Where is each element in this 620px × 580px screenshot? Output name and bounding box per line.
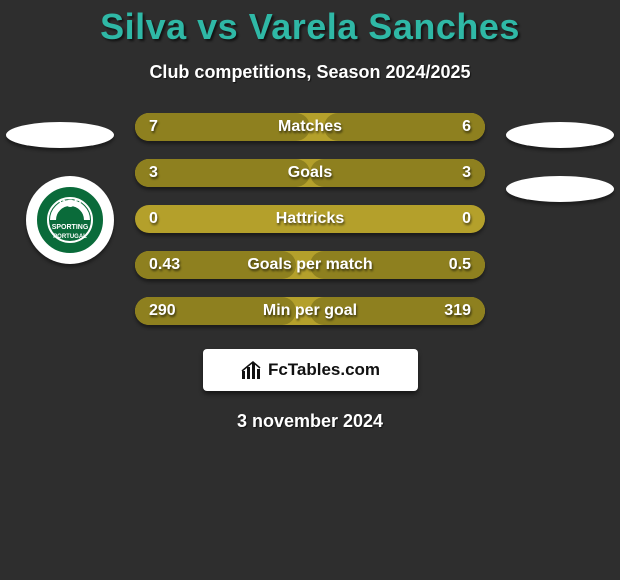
stat-label: Hattricks bbox=[276, 210, 344, 228]
stat-left-value: 3 bbox=[149, 164, 158, 182]
badge-text-mid: SPORTING bbox=[52, 224, 89, 231]
bar-chart-icon bbox=[240, 359, 262, 381]
badge-text-bot: PORTUGAL bbox=[53, 234, 87, 240]
stat-row-min-per-goal: 290 Min per goal 319 bbox=[135, 297, 485, 325]
stat-label: Goals bbox=[288, 164, 332, 182]
stat-right-value: 0 bbox=[462, 210, 471, 228]
comparison-card: Silva vs Varela Sanches Club competition… bbox=[0, 0, 620, 580]
player-left-club-badge: SCP SPORTING PORTUGAL bbox=[26, 176, 114, 264]
stat-row-goals: 3 Goals 3 bbox=[135, 159, 485, 187]
badge-text-top: SCP bbox=[59, 198, 82, 210]
stat-row-goals-per-match: 0.43 Goals per match 0.5 bbox=[135, 251, 485, 279]
page-subtitle: Club competitions, Season 2024/2025 bbox=[0, 62, 620, 83]
sporting-badge-icon: SCP SPORTING PORTUGAL bbox=[35, 185, 105, 255]
stat-right-value: 0.5 bbox=[449, 256, 471, 274]
stat-label: Goals per match bbox=[247, 256, 372, 274]
player-right-photo-placeholder bbox=[506, 122, 614, 148]
brand-text: FcTables.com bbox=[268, 360, 380, 380]
page-title: Silva vs Varela Sanches bbox=[0, 6, 620, 48]
stat-fill-right bbox=[324, 113, 485, 141]
stat-left-value: 290 bbox=[149, 302, 176, 320]
stat-label: Matches bbox=[278, 118, 342, 136]
stat-fill-left bbox=[135, 159, 310, 187]
player-right-club-placeholder bbox=[506, 176, 614, 202]
stat-left-value: 7 bbox=[149, 118, 158, 136]
stat-right-value: 319 bbox=[444, 302, 471, 320]
stat-row-hattricks: 0 Hattricks 0 bbox=[135, 205, 485, 233]
stat-fill-right bbox=[310, 159, 485, 187]
footer-date: 3 november 2024 bbox=[0, 411, 620, 432]
player-left-photo-placeholder bbox=[6, 122, 114, 148]
stat-left-value: 0 bbox=[149, 210, 158, 228]
stat-right-value: 6 bbox=[462, 118, 471, 136]
stat-left-value: 0.43 bbox=[149, 256, 180, 274]
brand-box[interactable]: FcTables.com bbox=[203, 349, 418, 391]
stat-row-matches: 7 Matches 6 bbox=[135, 113, 485, 141]
stat-label: Min per goal bbox=[263, 302, 357, 320]
stat-right-value: 3 bbox=[462, 164, 471, 182]
